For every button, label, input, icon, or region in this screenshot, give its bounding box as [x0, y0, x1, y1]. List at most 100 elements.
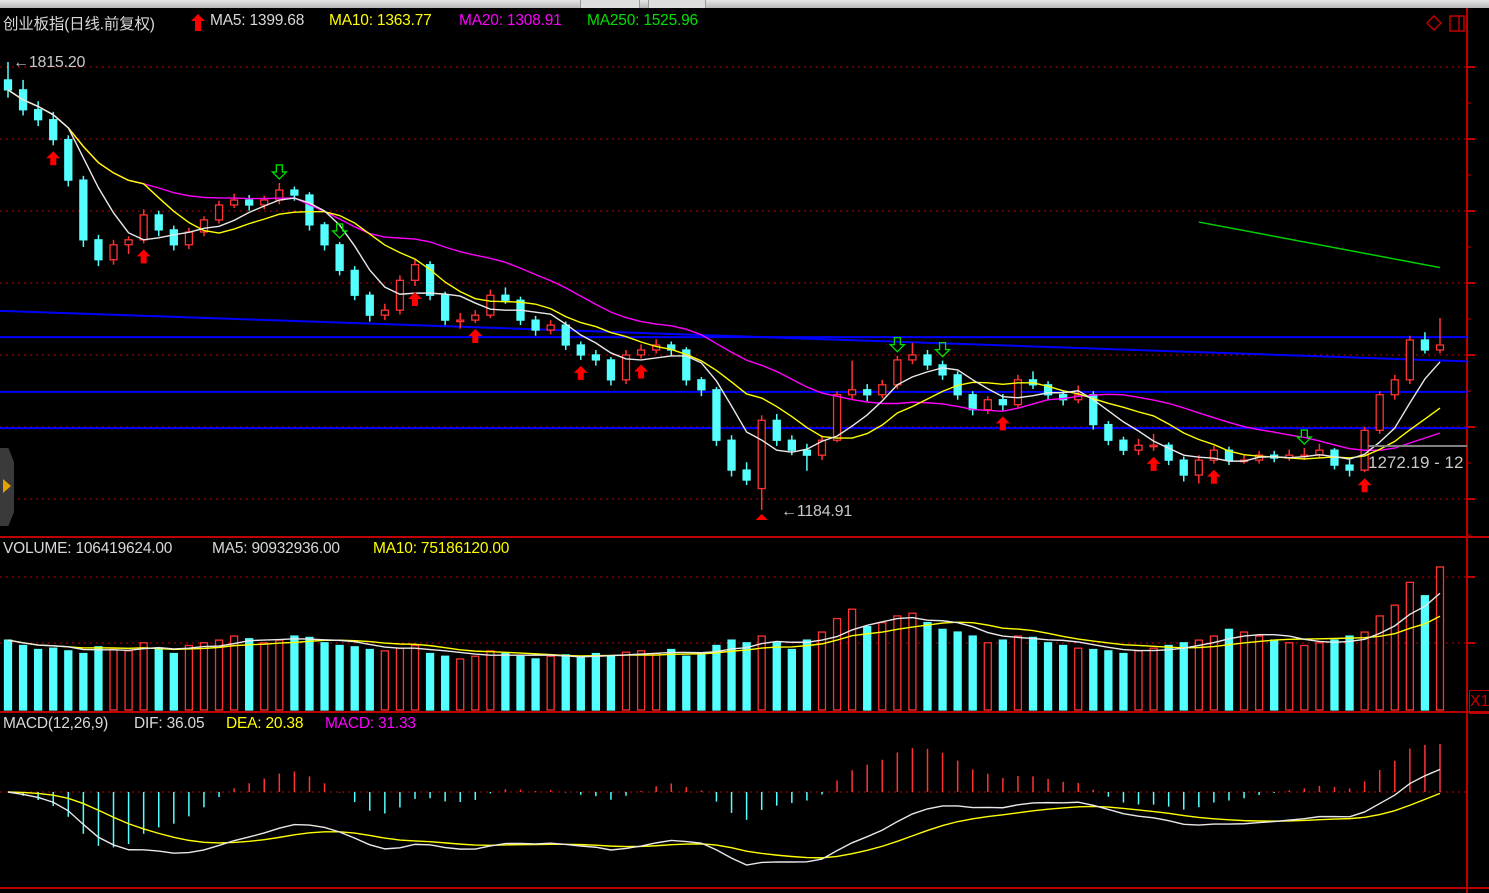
- volume-bar: [1028, 636, 1038, 711]
- candle: [1149, 433, 1158, 451]
- candle-body: [546, 324, 555, 331]
- ma5-line: [7, 89, 1441, 462]
- candle-body: [124, 239, 133, 246]
- low-marker-icon: [755, 513, 768, 520]
- volume-bar: [124, 650, 133, 711]
- candle: [832, 391, 842, 443]
- sell-signal-arrow-icon: [1295, 429, 1313, 445]
- buy-signal-arrow-icon: [573, 365, 588, 380]
- candle: [1013, 374, 1023, 409]
- volume-bar: [908, 612, 917, 711]
- candle: [3, 62, 13, 98]
- dif-line: [7, 768, 1441, 866]
- candle: [1028, 371, 1038, 390]
- candle-body: [1375, 394, 1384, 431]
- volume-bar: [1119, 652, 1128, 711]
- candle-body: [290, 189, 299, 196]
- macd-value-label: MACD: 31.33: [325, 715, 416, 732]
- candle: [440, 291, 450, 326]
- layout-toggle-icon[interactable]: [1449, 15, 1465, 32]
- candle-body: [1043, 384, 1053, 396]
- volume-bar: [64, 650, 73, 711]
- candle: [1315, 443, 1324, 459]
- candle-body: [64, 138, 73, 181]
- candle: [1134, 438, 1143, 456]
- candle: [772, 413, 781, 446]
- candle: [335, 241, 344, 276]
- candle-body: [923, 354, 932, 366]
- buy-signal-arrow-icon: [46, 151, 61, 166]
- candle-body: [908, 354, 917, 361]
- candle: [199, 216, 209, 237]
- volume-bar: [139, 642, 148, 711]
- candle: [1390, 374, 1399, 400]
- candle-body: [169, 229, 178, 246]
- candle-body: [1224, 449, 1234, 461]
- candle-body: [757, 419, 766, 490]
- volume-bar: [79, 652, 88, 711]
- buy-signal-arrow-icon: [468, 328, 483, 343]
- candle: [697, 376, 706, 397]
- scale-button[interactable]: X1: [1469, 690, 1489, 714]
- volume-bar: [893, 615, 902, 711]
- ma20-label: MA20: 1308.91: [459, 12, 562, 29]
- volume-bar: [697, 652, 706, 711]
- candle-body: [576, 344, 585, 356]
- candle-body: [229, 199, 239, 206]
- low-price-value: 1184.91: [796, 503, 853, 520]
- volume-bar: [1405, 581, 1415, 711]
- volume-bar: [1179, 642, 1188, 711]
- top-tab[interactable]: [648, 0, 706, 8]
- volume-bar: [1149, 647, 1158, 711]
- volume-bar: [968, 635, 977, 711]
- volume-bar: [199, 642, 209, 711]
- candle: [320, 222, 329, 251]
- candle: [1194, 455, 1203, 484]
- volume-bar: [1345, 635, 1354, 711]
- volume-ma5-line: [7, 592, 1441, 658]
- volume-bar: [94, 646, 103, 711]
- volume-bar: [516, 655, 525, 711]
- candle-body: [1059, 394, 1068, 401]
- sell-signal-arrow-icon: [331, 223, 349, 239]
- candle: [938, 360, 947, 380]
- volume-bar: [501, 652, 510, 711]
- candle: [1375, 391, 1384, 434]
- volume-bar: [49, 647, 58, 711]
- candle-body: [1435, 344, 1445, 351]
- volume-label: VOLUME: 106419624.00: [3, 540, 173, 557]
- candle-body: [863, 389, 872, 396]
- candle: [878, 379, 887, 399]
- candle: [636, 344, 646, 359]
- buy-signal-arrow-icon: [1146, 456, 1161, 471]
- candle: [712, 386, 721, 446]
- candle-body: [742, 469, 751, 481]
- candle: [591, 349, 601, 366]
- candle: [908, 342, 917, 365]
- volume-ma10-label: MA10: 75186120.00: [373, 540, 510, 557]
- volume-ma10-line: [7, 615, 1441, 657]
- volume-bar: [636, 650, 646, 711]
- volume-bar: [1254, 635, 1264, 711]
- volume-bar: [229, 635, 239, 711]
- candle: [229, 193, 239, 208]
- side-panel-handle[interactable]: [0, 448, 14, 526]
- candle: [1405, 335, 1415, 385]
- buy-signal-arrow-icon: [1357, 478, 1372, 493]
- candle: [94, 234, 103, 267]
- candle-body: [1390, 379, 1399, 396]
- candle-body: [682, 349, 691, 381]
- candle-body: [440, 294, 450, 321]
- candle-body: [199, 219, 209, 233]
- ma10-line: [7, 89, 1441, 460]
- top-tab[interactable]: [580, 0, 640, 8]
- volume-bar: [154, 647, 163, 711]
- volume-bar: [817, 631, 827, 711]
- volume-bar: [1360, 631, 1369, 711]
- diamond-icon[interactable]: [1426, 15, 1442, 31]
- volume-bar: [998, 639, 1008, 711]
- candle: [380, 303, 389, 321]
- volume-bar: [847, 608, 857, 711]
- candle-body: [636, 349, 646, 356]
